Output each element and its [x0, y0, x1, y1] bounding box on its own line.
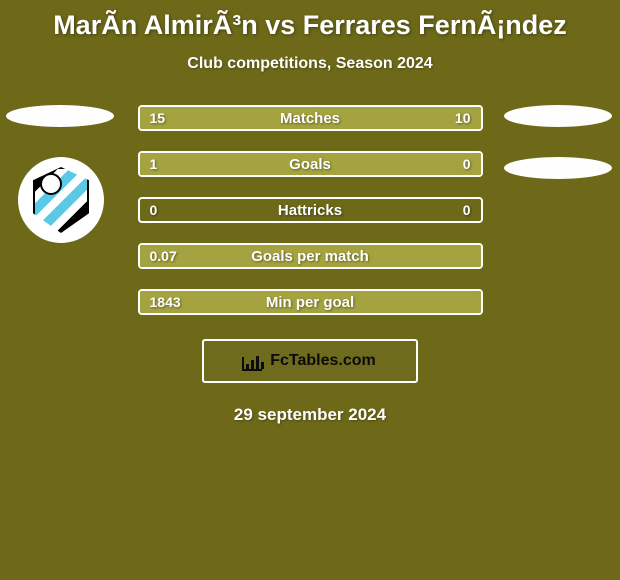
player-name-ellipse-right-2 — [504, 157, 612, 179]
subtitle: Club competitions, Season 2024 — [0, 55, 620, 73]
right-player-column — [504, 105, 614, 209]
stat-label: Goals per match — [140, 245, 481, 267]
player-name-ellipse-left — [6, 105, 114, 127]
date-label: 29 september 2024 — [0, 405, 620, 425]
comparison-panel: 1510Matches 10Goals 00Hattricks 0.07Goals p… — [0, 105, 620, 425]
shield-icon — [33, 167, 89, 233]
stat-row: 1843Min per goal — [138, 289, 483, 315]
club-badge-left — [18, 157, 104, 243]
stat-label: Matches — [140, 107, 481, 129]
player-name-ellipse-right-1 — [504, 105, 612, 127]
comparison-bars: 1510Matches 10Goals 00Hattricks 0.07Goals p… — [138, 105, 483, 315]
stat-label: Hattricks — [140, 199, 481, 221]
left-player-column — [6, 105, 116, 243]
stat-row: 1510Matches — [138, 105, 483, 131]
page-title: MarÃ­n AlmirÃ³n vs Ferrares FernÃ¡ndez — [0, 0, 620, 41]
stat-label: Min per goal — [140, 291, 481, 313]
source-logo: FcTables.com — [202, 339, 418, 383]
stat-row: 00Hattricks — [138, 197, 483, 223]
source-logo-text: FcTables.com — [270, 352, 376, 370]
bar-chart-icon — [244, 353, 264, 369]
stat-row: 0.07Goals per match — [138, 243, 483, 269]
stat-label: Goals — [140, 153, 481, 175]
stat-row: 10Goals — [138, 151, 483, 177]
